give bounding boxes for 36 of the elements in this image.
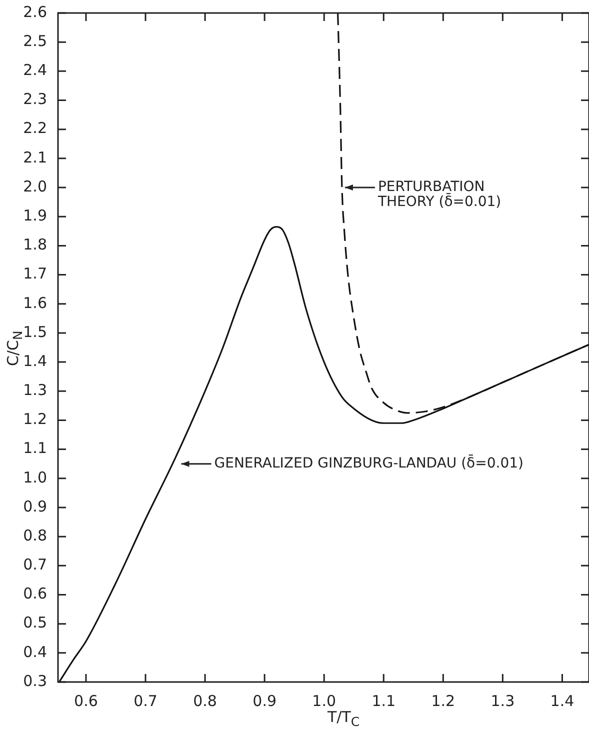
y-tick-label: 0.4 [23, 642, 47, 661]
annotation: GENERALIZED GINZBURG-LANDAU (δ̄=0.01) [214, 454, 524, 472]
x-tick-label: 0.7 [134, 692, 158, 710]
y-tick-label: 1.2 [23, 410, 47, 428]
y-tick-label: 0.8 [23, 526, 47, 544]
y-tick-label: 2.1 [23, 148, 47, 166]
x-tick-label: 1.1 [372, 692, 396, 710]
y-tick-label: 2.3 [23, 90, 47, 108]
y-tick-label: 1.3 [23, 381, 47, 400]
x-tick-label: 0.8 [193, 692, 217, 710]
x-tick-label: 0.9 [252, 692, 276, 710]
y-tick-label: 1.0 [23, 468, 47, 486]
y-tick-label: 2.6 [23, 2, 47, 21]
annotation: PERTURBATION THEORY (δ̄=0.01) [376, 179, 502, 210]
y-tick-label: 0.6 [23, 584, 47, 603]
y-tick-label: 1.5 [23, 322, 47, 341]
y-tick-label: 1.9 [23, 206, 47, 224]
y-tick-label: 1.4 [23, 352, 47, 370]
x-tick-label: 1.0 [312, 692, 336, 710]
x-tick-label: 1.3 [490, 692, 515, 710]
y-tick-label: 1.1 [23, 439, 47, 458]
x-tick-label: 0.6 [74, 692, 98, 710]
y-tick-label: 2.2 [23, 119, 47, 138]
y-tick-label: 2.4 [23, 61, 47, 80]
y-tick-label: 1.6 [23, 294, 47, 312]
x-tick-label: 1.2 [431, 692, 456, 710]
x-tick-label: 1.4 [550, 692, 574, 710]
y-tick-label: 0.9 [23, 497, 47, 516]
y-tick-label: 2.5 [23, 32, 47, 50]
y-tick-label: 1.8 [23, 236, 47, 254]
y-tick-label: 2.0 [23, 177, 47, 196]
y-tick-label: 0.5 [23, 614, 47, 632]
y-tick-label: 1.7 [23, 264, 47, 283]
y-tick-label: 0.7 [23, 556, 47, 574]
x-axis-title: T/T$_{C}$ [328, 708, 360, 729]
y-tick-label: 0.3 [23, 672, 47, 690]
